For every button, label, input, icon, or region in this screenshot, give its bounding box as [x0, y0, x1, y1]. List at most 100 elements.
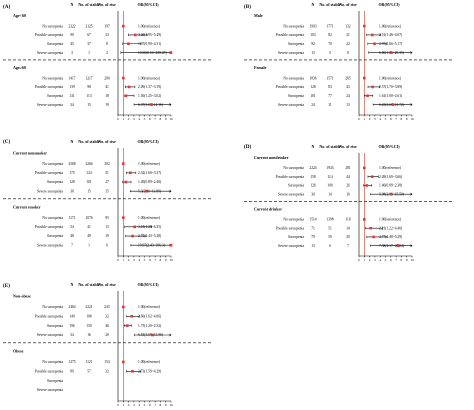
row-rise: 13 — [346, 103, 350, 107]
row-stable: 59 — [328, 235, 332, 239]
row-n: 126 — [310, 184, 316, 188]
row-n: 126 — [310, 85, 316, 89]
row-stable: 101 — [86, 180, 92, 184]
point-estimate — [127, 42, 130, 46]
row-n: 140 — [69, 315, 75, 319]
row-stable: 2125 — [85, 24, 92, 28]
row-stable: 77 — [328, 94, 332, 98]
x-tick-label: 1 — [363, 117, 365, 121]
panel-label: (B) — [244, 3, 251, 10]
group-title: Current nondrinker — [254, 155, 289, 160]
point-estimate — [130, 315, 134, 318]
row-or: 1.00(reference) — [379, 76, 402, 80]
point-estimate — [133, 33, 137, 37]
point-estimate — [128, 171, 132, 175]
row-label: Severe sarcopenia — [278, 192, 304, 196]
row-stable: 2221 — [85, 305, 92, 309]
row-rise: 154 — [104, 360, 110, 364]
x-tick-label: 1 — [363, 258, 365, 262]
x-tick-label: 5 — [385, 117, 387, 121]
ci-arrow — [169, 103, 172, 107]
row-or: 1.00(reference) — [379, 24, 402, 28]
row-rise: 41 — [105, 85, 109, 89]
row-n: 128 — [69, 180, 75, 184]
x-tick-label: 3 — [133, 403, 135, 407]
row-n: 2224 — [309, 166, 316, 170]
x-tick-label: 10 — [410, 258, 414, 262]
group-title: Non-obese — [13, 294, 31, 299]
row-n: 139 — [69, 85, 75, 89]
row-stable: 82 — [328, 33, 332, 37]
x-tick-label: 9 — [165, 258, 167, 262]
row-or: 2.77(1.48~5.29) — [379, 235, 403, 239]
row-rise: 200 — [104, 76, 110, 80]
row-label: Sarcopenia — [47, 42, 63, 46]
row-n: 1417 — [68, 76, 75, 80]
row-or: 1.00(reference) — [138, 305, 161, 309]
row-rise: 32 — [105, 370, 109, 374]
row-stable: 2266 — [85, 162, 92, 166]
point-estimate — [391, 103, 395, 106]
x-tick-label: 7 — [154, 258, 156, 262]
row-rise: 7 — [347, 244, 349, 248]
row-rise: 132 — [345, 24, 351, 28]
header-rise: No. of rise — [339, 144, 357, 149]
x-tick-label: 1 — [122, 403, 124, 407]
row-rise: 44 — [346, 175, 350, 179]
row-rise: 281 — [345, 166, 351, 170]
ci-arrow — [169, 189, 172, 193]
row-label: Sarcopenia — [47, 94, 63, 98]
x-tick-label: 0 — [117, 258, 119, 262]
row-n: 1514 — [309, 218, 316, 222]
point-estimate — [133, 225, 136, 229]
row-label: Sarcopenia — [47, 379, 63, 383]
row-or: 1.00(reference) — [138, 360, 161, 364]
row-stable: 113 — [86, 94, 91, 98]
row-label: No sarcopenia — [42, 216, 63, 220]
point-estimate — [369, 226, 373, 230]
x-tick-label: 0 — [117, 117, 119, 121]
x-tick-label: 5 — [144, 117, 146, 121]
row-rise: 116 — [345, 218, 350, 222]
row-stable: 1398 — [326, 218, 333, 222]
header-stable: No. of stable — [78, 139, 99, 144]
ci-arrow — [410, 103, 413, 107]
point-estimate — [131, 234, 134, 238]
x-tick-label: 6 — [149, 258, 151, 262]
row-stable: 1217 — [85, 76, 92, 80]
ci-arrow — [410, 192, 413, 196]
x-tick-label: 1 — [122, 258, 124, 262]
header-stable: No. of stable — [319, 2, 340, 7]
header-or: OR(95%CI) — [137, 139, 159, 144]
ci-arrow — [169, 333, 172, 337]
row-n: 54 — [70, 225, 74, 229]
point-estimate — [122, 305, 125, 309]
x-tick-label: 8 — [160, 258, 162, 262]
x-tick-label: 3 — [374, 258, 376, 262]
row-stable: 15 — [87, 189, 91, 193]
row-rise: 8 — [106, 42, 108, 46]
row-n: 2464 — [68, 305, 75, 309]
row-rise: 8 — [347, 51, 349, 55]
row-stable: 14 — [328, 192, 332, 196]
row-rise: 16 — [346, 192, 350, 196]
point-estimate — [144, 189, 148, 193]
x-tick-label: 6 — [390, 258, 392, 262]
row-stable: 6 — [329, 244, 331, 248]
row-label: Possible sarcopenia — [276, 175, 305, 179]
row-rise: 26 — [346, 184, 350, 188]
x-tick-label: 2 — [128, 403, 130, 407]
point-estimate — [389, 192, 392, 196]
row-label: No sarcopenia — [42, 162, 63, 166]
header-or: OR(95%CI) — [378, 144, 400, 149]
row-stable: 70 — [328, 42, 332, 46]
group-title: Obese — [13, 349, 24, 354]
row-n: 71 — [311, 226, 315, 230]
row-rise: 302 — [104, 162, 110, 166]
x-tick-label: 4 — [138, 117, 140, 121]
x-tick-label: 9 — [165, 117, 167, 121]
header-n: N — [71, 282, 74, 287]
row-label: Severe sarcopenia — [37, 103, 63, 107]
row-label: Possible sarcopenia — [276, 33, 305, 37]
row-or: 2.57(1.70~3.89) — [379, 85, 403, 89]
